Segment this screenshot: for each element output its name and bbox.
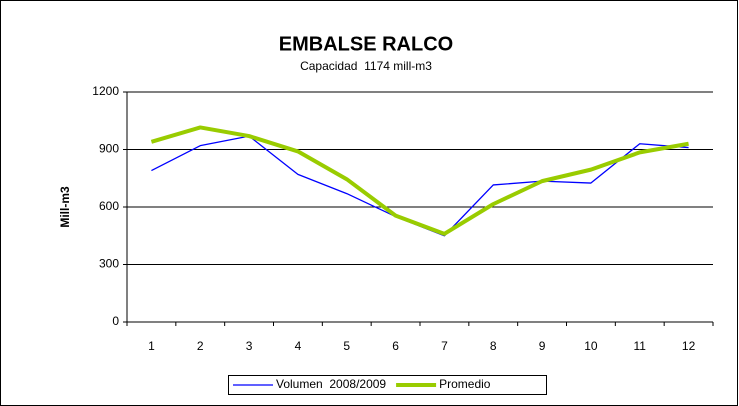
x-tick-label: 7 <box>441 339 448 353</box>
x-tick-label: 2 <box>197 339 204 353</box>
x-tick-label: 12 <box>682 339 696 353</box>
y-tick-label: 300 <box>99 257 119 271</box>
x-tick-label: 9 <box>539 339 546 353</box>
x-tick-label: 10 <box>584 339 598 353</box>
y-tick-label: 0 <box>112 314 119 328</box>
x-tick-label: 3 <box>246 339 253 353</box>
y-tick-label: 900 <box>99 142 119 156</box>
legend-box <box>228 375 547 395</box>
chart-subtitle: Capacidad 1174 mill-m3 <box>300 59 432 73</box>
legend-label: Promedio <box>439 377 491 391</box>
x-tick-label: 5 <box>343 339 350 353</box>
x-tick-label: 4 <box>295 339 302 353</box>
legend-label: Volumen 2008/2009 <box>276 377 386 391</box>
x-tick-label: 1 <box>148 339 155 353</box>
y-tick-label: 600 <box>99 199 119 213</box>
x-tick-label: 11 <box>634 339 647 353</box>
line-series <box>150 125 689 236</box>
y-axis-label: Mill-m3 <box>58 186 72 228</box>
y-tick-label: 1200 <box>92 84 119 98</box>
x-tick-label: 6 <box>392 339 399 353</box>
x-tick-label: 8 <box>490 339 497 353</box>
chart-title: EMBALSE RALCO <box>279 33 453 55</box>
